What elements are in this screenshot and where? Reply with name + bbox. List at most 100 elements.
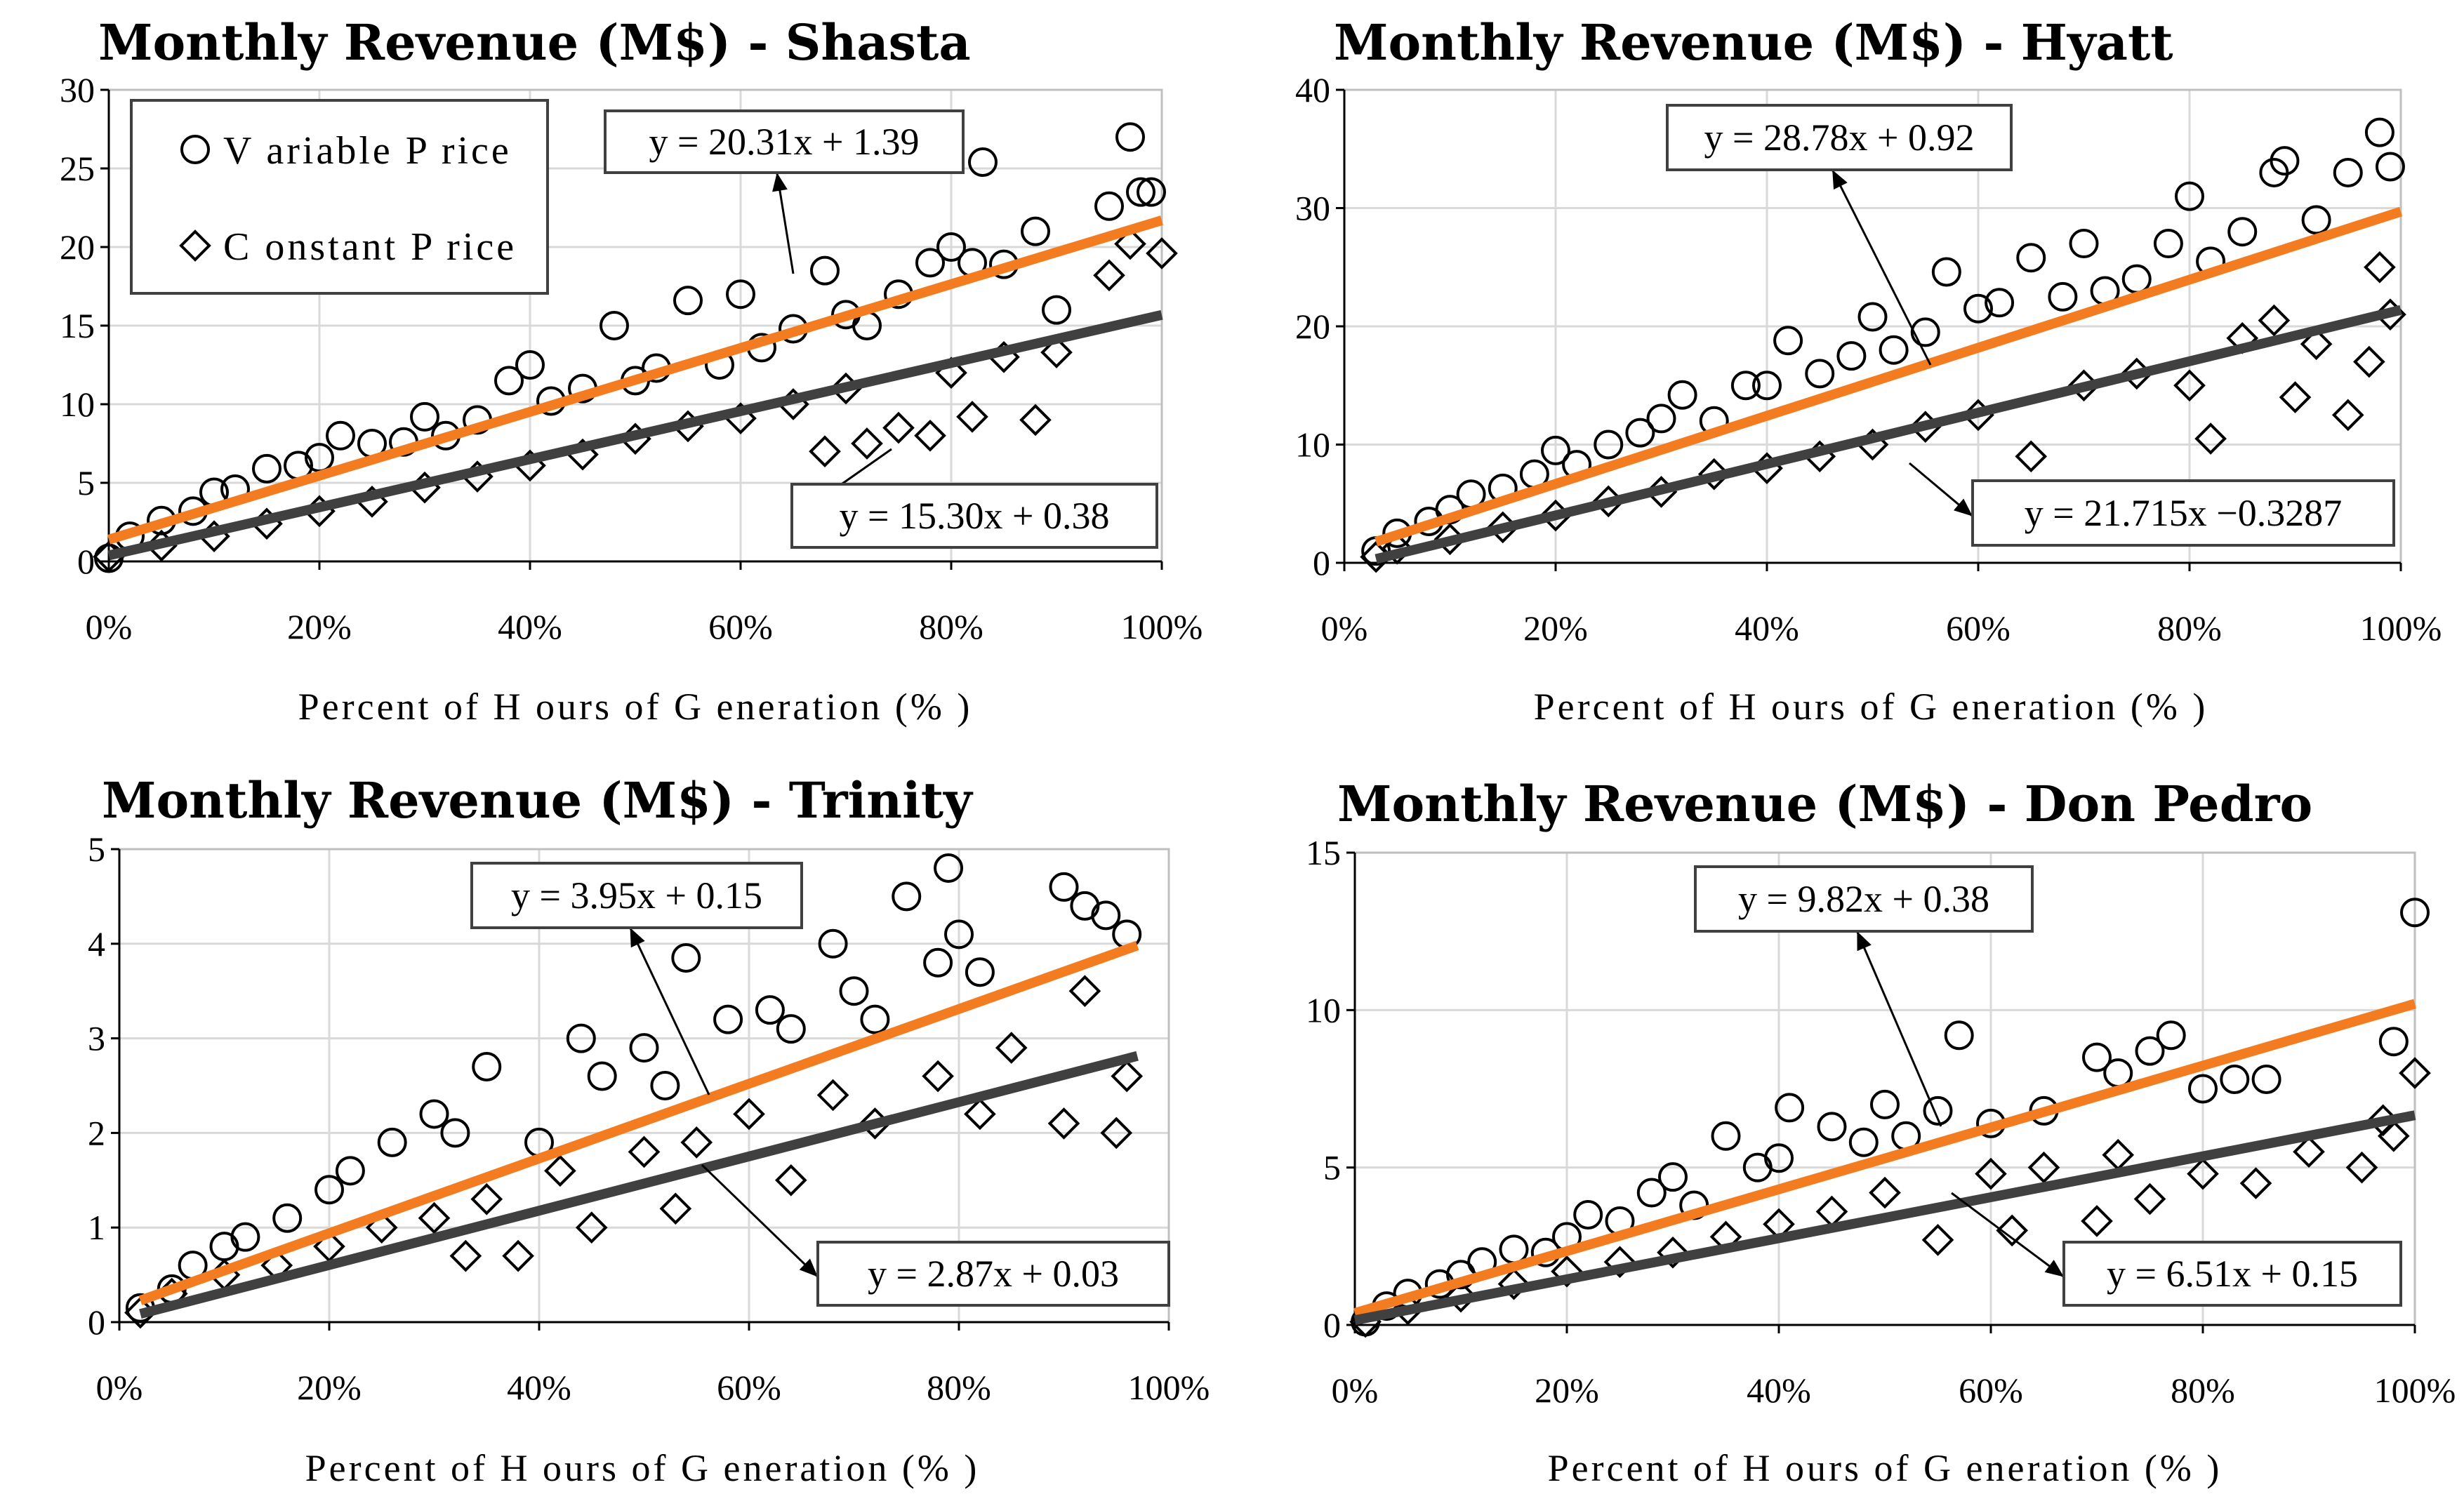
data-point-variable xyxy=(936,232,966,262)
y-tick-label: 0 xyxy=(77,542,95,581)
data-point-variable xyxy=(1836,341,1867,371)
data-point-variable xyxy=(810,255,840,286)
x-tick-label: 80% xyxy=(2171,1371,2235,1410)
data-point-constant xyxy=(544,1154,576,1187)
trendline-constant xyxy=(1375,305,2402,564)
data-point-constant xyxy=(2027,1151,2060,1184)
data-point-variable xyxy=(1126,177,1155,207)
data-point-constant xyxy=(2239,1167,2272,1199)
data-point-variable xyxy=(230,1222,260,1252)
chart-title: Monthly Revenue (M$) - Don Pedro xyxy=(1337,775,2312,833)
data-point-variable xyxy=(272,1203,303,1233)
trend-equation: y = 2.87x + 0.03 xyxy=(868,1253,1119,1295)
data-point-constant xyxy=(2081,1205,2113,1237)
data-point-variable xyxy=(1870,1089,1900,1119)
data-point-variable xyxy=(2333,157,2363,187)
trendline-variable xyxy=(1375,206,2403,547)
x-tick-label: 40% xyxy=(1735,608,1799,648)
data-point-variable xyxy=(1817,1112,1847,1142)
legend-variable-label: V ariable P rice xyxy=(223,129,512,173)
data-point-constant xyxy=(2353,345,2385,378)
data-point-variable xyxy=(1985,288,2015,318)
y-tick-label: 20 xyxy=(60,227,95,267)
data-point-constant xyxy=(882,411,915,444)
data-point-constant xyxy=(659,1192,692,1225)
data-point-variable xyxy=(410,401,439,432)
data-point-constant xyxy=(1996,1214,2029,1247)
data-point-variable xyxy=(2048,281,2078,312)
data-point-variable xyxy=(419,1099,449,1129)
trend-equation: y = 21.715x −0.3287 xyxy=(2025,492,2342,534)
data-point-variable xyxy=(1752,371,1782,401)
data-point-constant xyxy=(1093,259,1125,292)
data-point-constant xyxy=(2345,1151,2378,1184)
data-point-variable xyxy=(314,1175,344,1205)
x-tick-label: 0% xyxy=(1332,1371,1379,1410)
data-point-variable xyxy=(1923,1095,1953,1126)
x-tick-label: 100% xyxy=(1121,607,1203,646)
y-tick-label: 5 xyxy=(1323,1148,1341,1187)
equation-box xyxy=(816,1241,1170,1307)
data-point-variable xyxy=(1730,371,1761,401)
data-point-variable xyxy=(818,928,848,959)
data-point-variable xyxy=(1573,1199,1603,1230)
data-point-variable xyxy=(1021,216,1050,246)
equation-box xyxy=(2062,1241,2402,1307)
x-tick-label: 60% xyxy=(1946,608,2011,648)
trend-equation: y = 6.51x + 0.15 xyxy=(2107,1253,2358,1295)
data-point-variable xyxy=(1137,177,1166,207)
data-point-constant xyxy=(1047,1107,1080,1140)
data-point-constant xyxy=(1603,1246,1636,1279)
data-point-variable xyxy=(1658,1162,1688,1192)
data-point-variable xyxy=(2301,205,2331,235)
y-tick-label: 4 xyxy=(88,924,105,964)
data-point-variable xyxy=(335,1156,365,1186)
data-point-variable xyxy=(2153,229,2183,259)
data-point-constant xyxy=(922,1060,954,1093)
y-tick-label: 3 xyxy=(88,1019,105,1058)
data-point-constant xyxy=(2133,1182,2166,1215)
x-tick-label: 100% xyxy=(2374,1371,2456,1410)
data-point-constant xyxy=(2258,304,2291,337)
data-point-variable xyxy=(252,453,281,484)
data-point-variable xyxy=(2135,1036,2165,1066)
x-tick-label: 0% xyxy=(1321,608,1368,648)
trend-equation: y = 9.82x + 0.38 xyxy=(1738,878,1989,920)
equation-arrowhead xyxy=(630,928,645,948)
y-tick-label: 10 xyxy=(1306,990,1341,1029)
x-tick-label: 100% xyxy=(2360,608,2442,648)
chart-title: Monthly Revenue (M$) - Hyatt xyxy=(1334,13,2173,72)
data-point-variable xyxy=(1764,1143,1794,1173)
data-point-variable xyxy=(1773,326,1803,356)
data-point-variable xyxy=(1646,404,1676,434)
x-tick-label: 80% xyxy=(927,1368,991,1407)
x-tick-label: 40% xyxy=(1747,1371,1811,1410)
data-point-constant xyxy=(851,427,883,460)
data-point-variable xyxy=(1931,257,1961,287)
data-point-variable xyxy=(629,1033,659,1063)
equation-box xyxy=(1971,479,2395,547)
data-point-constant xyxy=(2173,369,2206,402)
equation-box xyxy=(1694,865,2034,933)
trendline-variable xyxy=(107,215,1164,545)
chart-title: Monthly Revenue (M$) - Trinity xyxy=(102,771,974,829)
data-point-variable xyxy=(2069,229,2099,259)
equation-arrowhead xyxy=(2044,1260,2064,1277)
equation-arrow xyxy=(1831,169,1932,366)
plot-area: 0 1 2 3 4 5 0% 20% 40% 60% 80% 100% y = 3.95x + 0.15… xyxy=(88,829,1210,1407)
y-tick-label: 15 xyxy=(1306,833,1341,872)
data-point-variable xyxy=(1848,1127,1879,1157)
data-point-constant xyxy=(816,1079,849,1112)
equation-box xyxy=(790,483,1158,549)
equation-arrow xyxy=(1951,1192,2065,1278)
data-point-variable xyxy=(494,366,524,396)
x-axis-label: Percent of H ours of G eneration (% ) xyxy=(1534,686,2208,728)
data-point-constant xyxy=(680,1126,713,1159)
data-point-variable xyxy=(600,311,629,340)
data-point-constant xyxy=(2399,1057,2431,1089)
data-point-constant xyxy=(2377,1119,2410,1152)
data-point-constant xyxy=(2293,1135,2325,1168)
data-point-constant xyxy=(1921,1224,1954,1256)
data-point-constant xyxy=(2015,440,2048,473)
data-point-variable xyxy=(1115,122,1145,152)
